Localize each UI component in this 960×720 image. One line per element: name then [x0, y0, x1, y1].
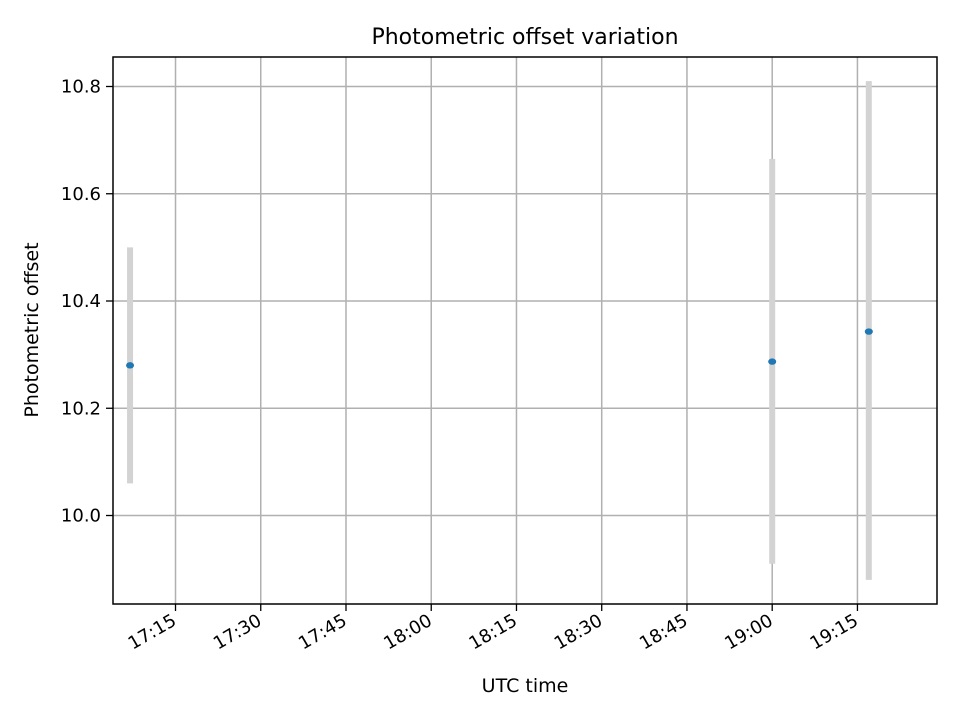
x-tick-label: 17:45 [295, 610, 350, 654]
data-point [126, 362, 135, 369]
x-tick-label: 17:30 [210, 610, 265, 654]
x-tick-label: 19:00 [721, 610, 776, 654]
y-axis-label: Photometric offset [21, 242, 43, 417]
y-tick-label: 10.4 [61, 291, 101, 312]
x-tick-label: 19:15 [807, 610, 862, 654]
y-tick-label: 10.8 [61, 76, 101, 97]
errorbar-layer [127, 81, 872, 580]
x-axis-label: UTC time [482, 675, 569, 697]
x-tick-label: 18:30 [551, 610, 606, 654]
x-tick-label: 18:45 [636, 610, 691, 654]
tick-layer: 17:15 17:30 17:45 18:00 18:15 18:30 18:45 19:00… [61, 76, 862, 654]
y-tick-label: 10.2 [61, 398, 101, 419]
chart-title: Photometric offset variation [371, 25, 678, 50]
x-tick-label: 18:00 [380, 610, 435, 654]
y-tick-label: 10.0 [61, 506, 101, 527]
grid-layer [113, 57, 937, 604]
x-tick-label: 17:15 [125, 610, 180, 654]
data-point-layer [126, 328, 873, 369]
data-point [768, 358, 777, 365]
data-point [864, 328, 873, 335]
plot-frame [112, 56, 938, 605]
y-tick-label: 10.6 [61, 184, 101, 205]
x-tick-label: 18:15 [466, 610, 521, 654]
